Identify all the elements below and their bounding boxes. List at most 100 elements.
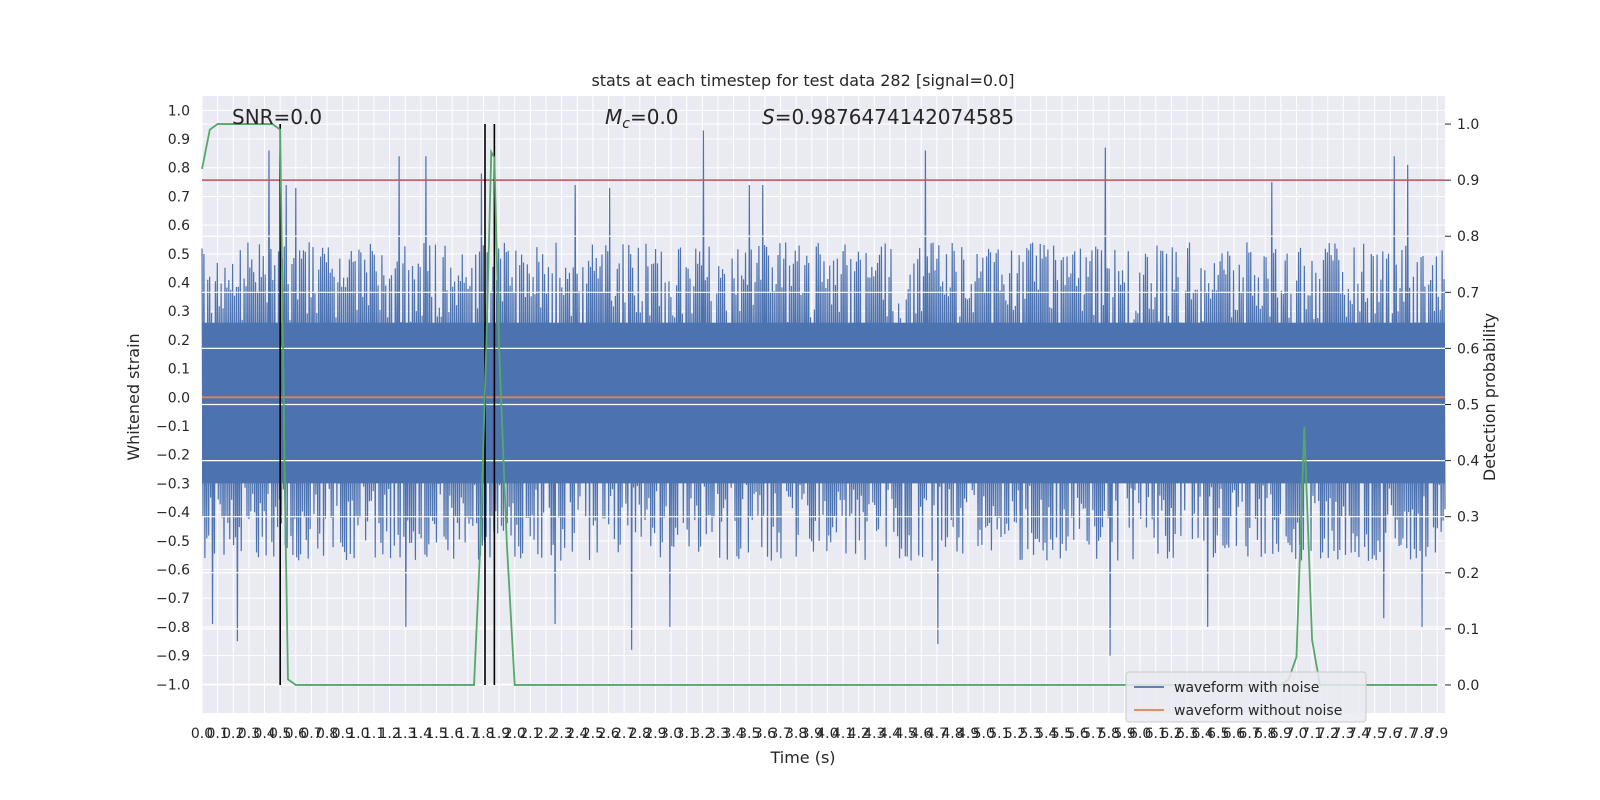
y-tick-label: 0.7: [168, 189, 190, 205]
x-tick-label: 2.1: [519, 726, 541, 742]
x-tick-label: 2.9: [644, 726, 666, 742]
x-tick-label: 3.2: [691, 726, 713, 742]
x-tick-label: 0.7: [300, 726, 322, 742]
y2-tick-label: 0.4: [1457, 454, 1479, 470]
x-tick-label: 0.4: [253, 726, 275, 742]
x-tick-label: 0.1: [207, 726, 229, 742]
x-tick-label: 7.3: [1332, 726, 1354, 742]
y-tick-label: −0.4: [156, 505, 190, 521]
x-tick-label: 2.6: [597, 726, 619, 742]
y-tick-label: 0.5: [168, 247, 190, 263]
x-tick-label: 0.5: [269, 726, 291, 742]
x-tick-label: 5.4: [1035, 726, 1057, 742]
x-tick-label: 4.7: [926, 726, 948, 742]
x-tick-label: 7.6: [1379, 726, 1401, 742]
x-tick-label: 0.2: [222, 726, 244, 742]
s-symbol: S: [762, 105, 775, 129]
x-tick-label: 1.2: [378, 726, 400, 742]
x-tick-label: 7.1: [1301, 726, 1323, 742]
x-tick-label: 3.8: [785, 726, 807, 742]
x-tick-label: 0.9: [332, 726, 354, 742]
y2-tick-label: 0.8: [1457, 229, 1479, 245]
y2-axis-label: Detection probability: [1480, 313, 1499, 481]
x-tick-label: 3.4: [722, 726, 744, 742]
x-tick-label: 4.3: [863, 726, 885, 742]
y-tick-label: 0.6: [168, 218, 190, 234]
y-tick-label: −0.8: [156, 620, 190, 636]
x-tick-label: 2.7: [613, 726, 635, 742]
noise-core-band: [202, 322, 1445, 484]
y-tick-label: −0.2: [156, 448, 190, 464]
x-tick-label: 4.2: [848, 726, 870, 742]
legend: waveform with noise waveform without nois…: [1125, 671, 1367, 723]
s-annotation: S=0.9876474142074585: [762, 105, 1014, 129]
x-tick-label: 6.2: [1160, 726, 1182, 742]
y-tick-label: 0.1: [168, 362, 190, 378]
x-tick-label: 3.3: [707, 726, 729, 742]
y2-tick-label: 0.5: [1457, 398, 1479, 414]
y-tick-label: 0.8: [168, 161, 190, 177]
x-tick-label: 0.3: [238, 726, 260, 742]
x-tick-label: 3.6: [754, 726, 776, 742]
x-tick-label: 1.3: [394, 726, 416, 742]
y-tick-label: −0.1: [156, 419, 190, 435]
y2-tick-label: 0.6: [1457, 341, 1479, 357]
x-tick-label: 0.8: [316, 726, 338, 742]
y-tick-label: −0.3: [156, 476, 190, 492]
y2-tick-label: 0.3: [1457, 510, 1479, 526]
x-tick-label: 6.4: [1192, 726, 1214, 742]
x-tick-label: 4.5: [894, 726, 916, 742]
x-tick-label: 7.2: [1317, 726, 1339, 742]
x-tick-label: 6.6: [1223, 726, 1245, 742]
chirp-mass-subscript: c: [622, 116, 630, 132]
x-tick-label: 6.8: [1254, 726, 1276, 742]
chart-title: stats at each timestep for test data 282…: [591, 71, 1014, 90]
y-tick-label: 1.0: [168, 103, 190, 119]
x-tick-label: 1.5: [425, 726, 447, 742]
x-tick-label: 4.1: [832, 726, 854, 742]
legend-box: [1125, 671, 1367, 723]
x-tick-label: 2.4: [566, 726, 588, 742]
x-tick-label: 5.3: [1020, 726, 1042, 742]
x-tick-label: 1.9: [488, 726, 510, 742]
x-tick-label: 5.5: [1051, 726, 1073, 742]
y2-tick-label: 0.7: [1457, 285, 1479, 301]
x-tick-label: 5.1: [988, 726, 1010, 742]
y-tick-label: −0.7: [156, 591, 190, 607]
x-tick-label: 2.5: [582, 726, 604, 742]
x-tick-label: 7.7: [1395, 726, 1417, 742]
chirp-mass-annotation: Mc=0.0: [605, 105, 679, 132]
y-axis-label: Whitened strain: [124, 333, 143, 460]
x-tick-label: 6.1: [1145, 726, 1167, 742]
x-tick-label: 4.8: [941, 726, 963, 742]
x-tick-label: 7.9: [1426, 726, 1448, 742]
y-tick-label: 0.0: [168, 390, 190, 406]
x-tick-label: 3.5: [738, 726, 760, 742]
x-tick-label: 2.3: [550, 726, 572, 742]
chirp-mass-symbol: M: [605, 105, 622, 129]
x-tick-label: 6.7: [1238, 726, 1260, 742]
x-tick-label: 5.9: [1113, 726, 1135, 742]
x-tick-label: 1.6: [441, 726, 463, 742]
x-tick-label: 1.7: [457, 726, 479, 742]
s-value: =0.9876474142074585: [775, 105, 1014, 129]
x-axis-label: Time (s): [769, 748, 835, 767]
x-tick-label: 0.0: [191, 726, 213, 742]
legend-label: waveform without noise: [1174, 703, 1342, 719]
x-tick-label: 3.1: [676, 726, 698, 742]
legend-label: waveform with noise: [1174, 680, 1319, 696]
y2-tick-label: 0.9: [1457, 173, 1479, 189]
x-tick-label: 4.4: [879, 726, 901, 742]
y-tick-label: −1.0: [156, 677, 190, 693]
x-tick-label: 4.6: [910, 726, 932, 742]
x-tick-label: 5.7: [1082, 726, 1104, 742]
y-tick-label: −0.5: [156, 534, 190, 550]
snr-annotation: SNR=0.0: [232, 105, 322, 129]
x-tick-label: 6.0: [1129, 726, 1151, 742]
x-tick-label: 2.2: [535, 726, 557, 742]
y-tick-label: −0.6: [156, 563, 190, 579]
x-tick-label: 1.0: [347, 726, 369, 742]
y2-tick-label: 0.0: [1457, 678, 1479, 694]
series-waveform-with-noise: [201, 130, 1446, 656]
